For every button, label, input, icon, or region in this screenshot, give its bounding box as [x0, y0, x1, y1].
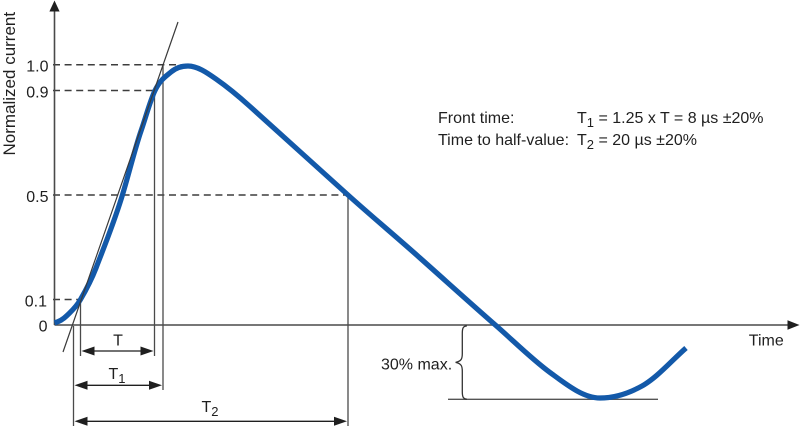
svg-text:T: T	[113, 333, 123, 350]
svg-text:30% max.: 30% max.	[381, 357, 452, 374]
svg-text:Time to half-value:: Time to half-value:	[438, 132, 569, 149]
svg-text:0.5: 0.5	[26, 189, 48, 206]
svg-text:0.1: 0.1	[25, 293, 47, 310]
svg-text:1.0: 1.0	[26, 59, 48, 76]
svg-text:T1 = 1.25 x T = 8 µs ±20%: T1 = 1.25 x T = 8 µs ±20%	[577, 110, 764, 130]
svg-text:Front time:: Front time:	[438, 110, 514, 127]
svg-text:0: 0	[39, 319, 48, 336]
svg-text:Time: Time	[749, 333, 784, 350]
svg-text:Normalized current: Normalized current	[0, 12, 19, 156]
svg-text:0.9: 0.9	[26, 84, 48, 101]
svg-text:T1: T1	[108, 366, 125, 386]
svg-text:T2 = 20 µs ±20%: T2 = 20 µs ±20%	[577, 132, 697, 152]
svg-text:T2: T2	[201, 399, 218, 419]
